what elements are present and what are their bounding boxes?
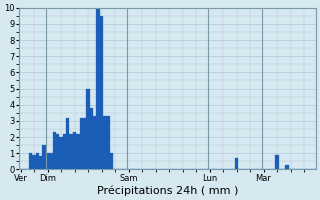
Bar (110, 153, 113, 169)
Bar (285, 165, 289, 169)
Bar (235, 158, 238, 169)
Bar (29, 153, 32, 169)
Bar (39, 156, 43, 169)
Bar (275, 155, 279, 169)
Bar (59, 137, 63, 169)
Bar (36, 153, 39, 169)
Bar (86, 89, 90, 169)
Bar (93, 116, 96, 169)
Bar (32, 155, 36, 169)
Bar (69, 134, 73, 169)
Bar (73, 132, 76, 169)
Bar (107, 116, 110, 169)
Bar (52, 132, 56, 169)
X-axis label: Précipitations 24h ( mm ): Précipitations 24h ( mm ) (97, 185, 238, 196)
Bar (90, 108, 93, 169)
Bar (66, 118, 69, 169)
Bar (80, 118, 83, 169)
Bar (96, 8, 100, 169)
Bar (103, 116, 107, 169)
Bar (56, 134, 59, 169)
Bar (76, 134, 80, 169)
Bar (100, 16, 103, 169)
Bar (46, 153, 49, 169)
Bar (43, 145, 46, 169)
Bar (83, 118, 86, 169)
Bar (49, 153, 52, 169)
Bar (63, 134, 66, 169)
